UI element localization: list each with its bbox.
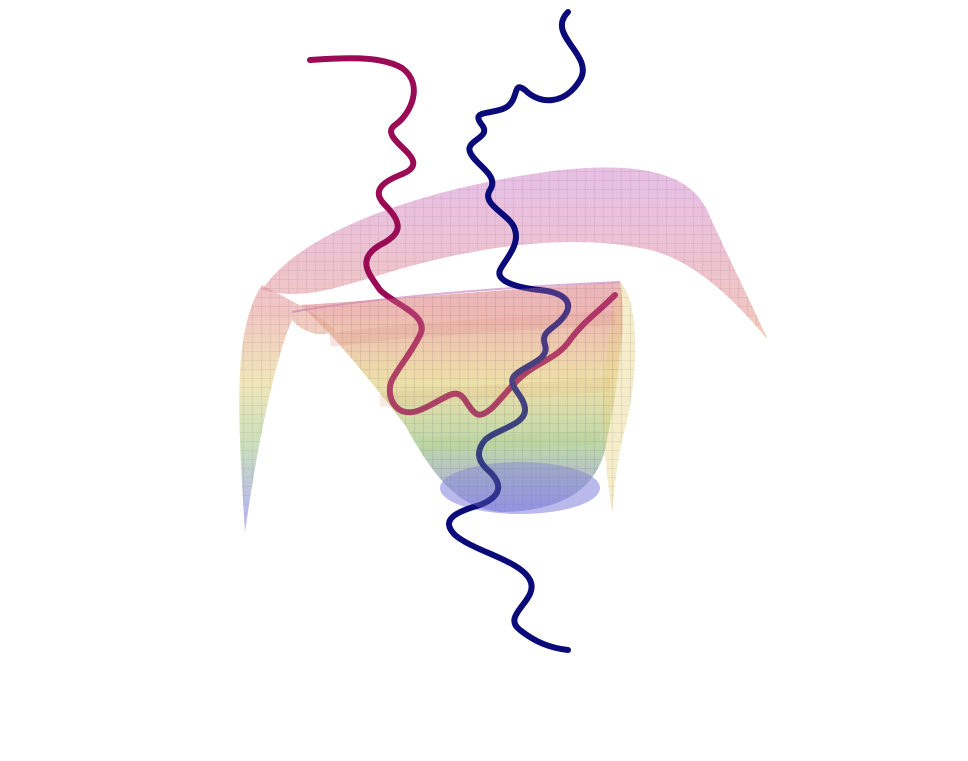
surface-front-overlay: [300, 282, 623, 512]
surface-left-mesh: [239, 285, 335, 532]
